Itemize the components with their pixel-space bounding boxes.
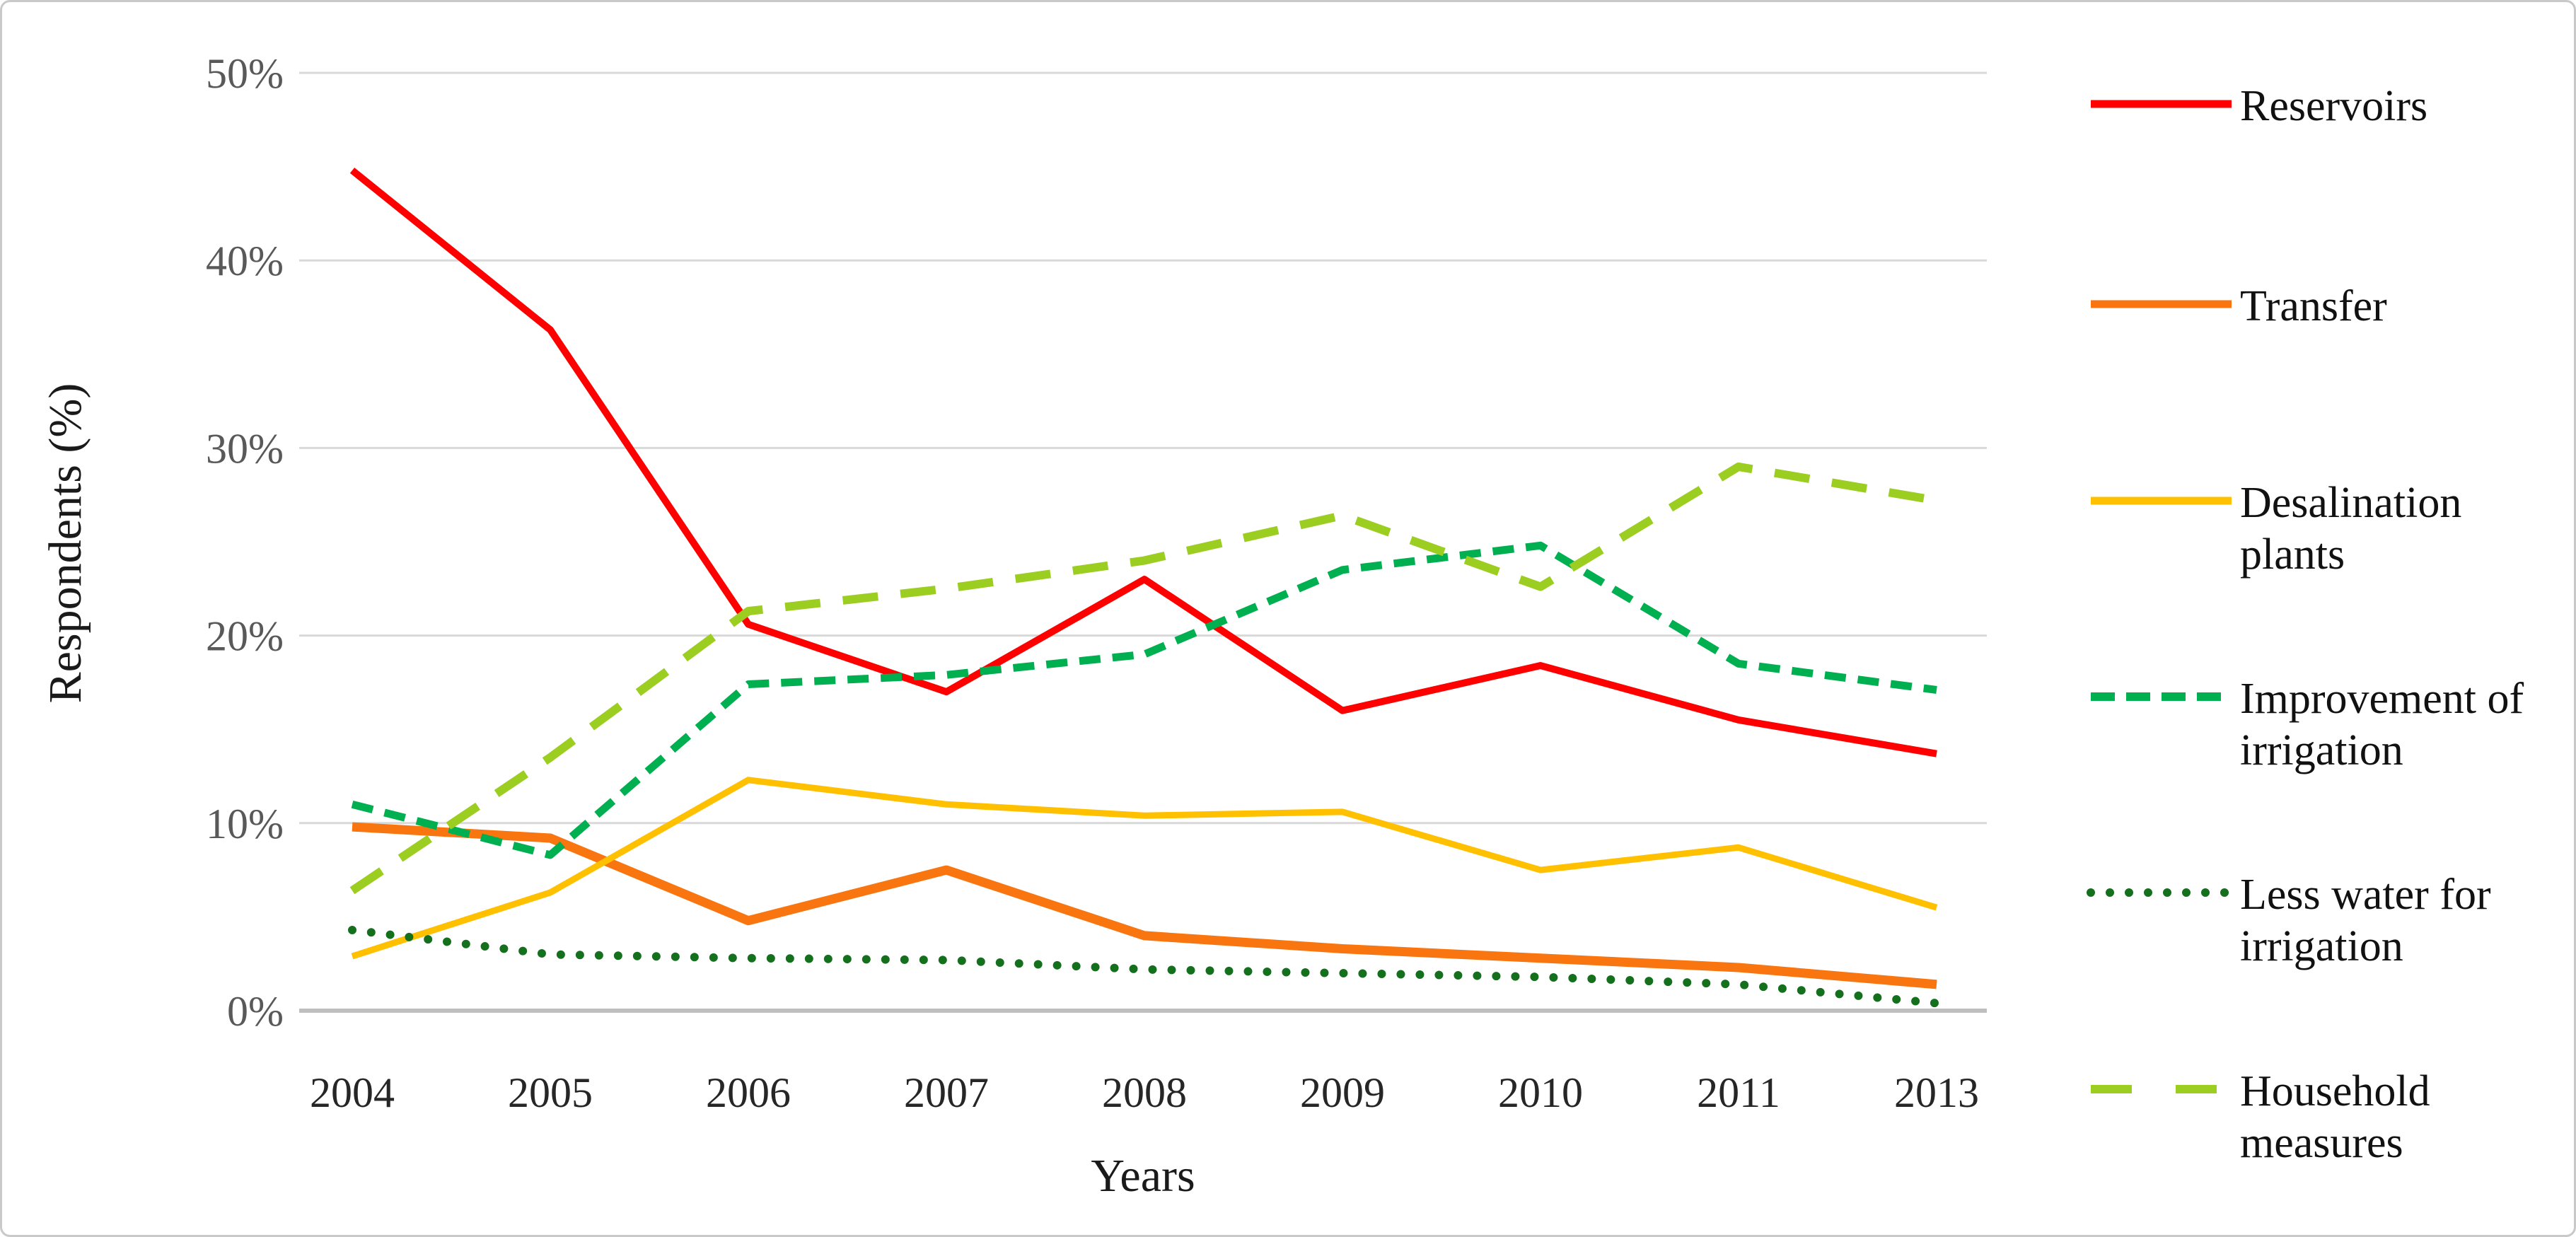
legend-swatch-icon (2091, 496, 2232, 505)
legend-swatch-icon (2087, 888, 2236, 897)
x-tick-label: 2005 (508, 1069, 593, 1116)
y-tick-label: 10% (206, 801, 284, 847)
legend-label: Household measures (2240, 1067, 2430, 1168)
x-tick-label: 2009 (1300, 1069, 1385, 1116)
y-tick-label: 50% (206, 50, 284, 97)
series-line-transfer (352, 822, 1937, 989)
legend-item-transfer: Transfer (2085, 281, 2387, 332)
x-tick-label: 2010 (1498, 1069, 1583, 1116)
x-tick-label: 2004 (310, 1069, 395, 1116)
x-axis-title: Years (1091, 1150, 1195, 1202)
legend-label: Desalination plants (2240, 479, 2462, 579)
x-tick-label: 2007 (904, 1069, 989, 1116)
legend-label: Transfer (2240, 282, 2387, 330)
legend-swatch-icon (2091, 100, 2232, 108)
legend-item-household-measures: Household measures (2085, 1066, 2551, 1169)
legend-swatch-icon (2091, 300, 2232, 308)
x-tick-label: 2008 (1102, 1069, 1187, 1116)
legend-item-improvement-of-irrigation: Improvement of irrigation (2085, 673, 2551, 777)
x-tick-label: 2011 (1697, 1069, 1780, 1116)
y-axis-title: Respondents (%) (40, 383, 91, 704)
legend: Reservoirs Transfer Desalination plants Imp… (2085, 2, 2552, 1235)
legend-swatch-icon (2091, 692, 2232, 701)
legend-item-reservoirs: Reservoirs (2085, 81, 2427, 132)
legend-item-desalination-plants: Desalination plants (2085, 477, 2551, 581)
x-tick-label: 2006 (706, 1069, 791, 1116)
series-line-reservoirs (349, 168, 1937, 757)
y-tick-label: 40% (206, 238, 284, 284)
y-tick-label: 30% (206, 425, 284, 472)
series-line-improvement-of-irrigation (351, 541, 1937, 859)
y-tick-label: 20% (206, 613, 284, 660)
legend-label: Less water for irrigation (2240, 871, 2491, 971)
legend-item-less-water-for-irrigation: Less water for irrigation (2085, 869, 2551, 972)
series-line-household-measures (349, 462, 1938, 895)
y-tick-label: 0% (227, 988, 284, 1035)
legend-swatch-icon (2091, 1085, 2232, 1093)
series-line-less-water-for-irrigation (348, 925, 1941, 1008)
legend-label: Reservoirs (2240, 82, 2428, 130)
series-line-desalination-plants (351, 777, 1938, 960)
legend-label: Improvement of irrigation (2240, 675, 2524, 775)
x-tick-label: 2013 (1894, 1069, 1979, 1116)
